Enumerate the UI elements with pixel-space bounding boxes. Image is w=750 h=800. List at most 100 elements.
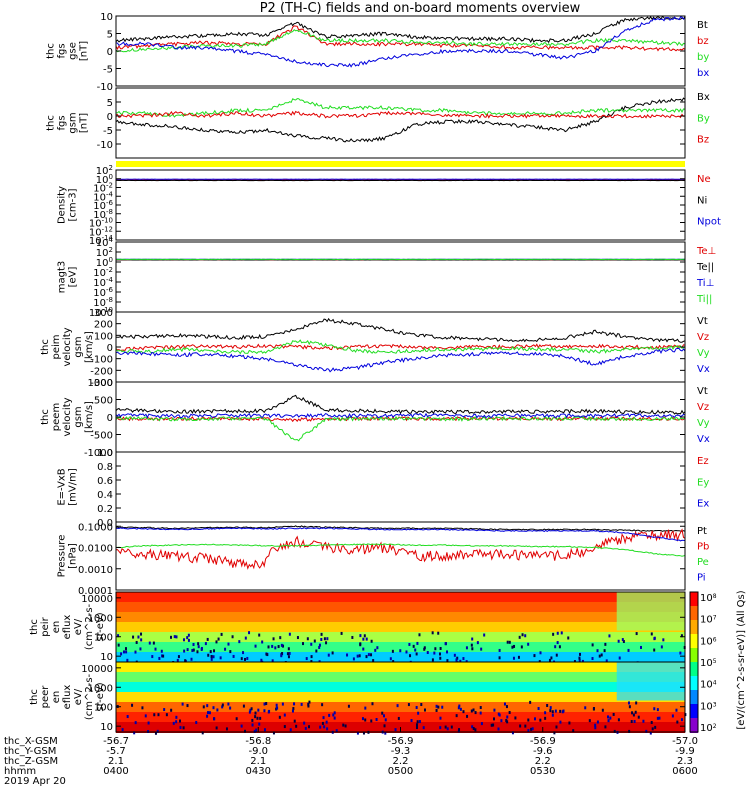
spectrogram-pixel — [288, 632, 291, 636]
x-tick-label: 0530 — [530, 766, 555, 777]
spectrogram-pixel — [191, 648, 194, 652]
y-tick-label: 100 — [94, 331, 113, 342]
spectrogram-pixel — [554, 709, 557, 713]
spectrogram-band — [116, 652, 685, 663]
spectrogram-pixel — [410, 719, 413, 723]
spectrogram-pixel — [271, 659, 274, 663]
spectrogram-pixel — [498, 648, 501, 652]
spectrogram-pixel — [333, 716, 336, 720]
legend-entry: Vt — [697, 316, 708, 327]
series-line-Pt — [115, 525, 686, 532]
spectrogram-pixel — [572, 729, 575, 733]
y-axis-label: thcpeerenefluxeV/(cm^2-s-sr-eV) — [29, 673, 106, 720]
spectrogram-pixel — [365, 655, 368, 659]
spectrogram-pixel — [371, 702, 374, 706]
spectrogram-pixel — [627, 701, 630, 705]
spectrogram-pixel — [356, 731, 359, 735]
spectrogram-pixel — [140, 638, 143, 642]
y-tick-label: 10-4 — [93, 190, 113, 203]
spectrogram-pixel — [296, 636, 299, 640]
legend-entry: bx — [697, 68, 709, 79]
spectrogram-pixel — [327, 653, 330, 657]
spectrogram-pixel — [600, 653, 603, 657]
spectrogram-pixel — [632, 713, 635, 717]
x-tick-label: 0600 — [672, 766, 697, 777]
spectrogram-pixel — [362, 647, 365, 651]
spectrogram-pixel — [462, 710, 465, 714]
spectrogram-pixel — [255, 728, 258, 732]
spectrogram-pixel — [197, 642, 200, 646]
spectrogram-pixel — [157, 713, 160, 717]
spectrogram-pixel — [604, 642, 607, 646]
spectrogram-pixel — [325, 720, 328, 724]
spectrogram-pixel — [439, 726, 442, 730]
x-tick-label: -56.7 — [103, 736, 129, 747]
spectrogram-pixel — [435, 704, 438, 708]
y-tick-label: -500 — [90, 431, 113, 442]
x-tick-label: 2.1 — [250, 756, 266, 767]
spectrogram-pixel — [381, 711, 384, 715]
spectrogram-pixel — [505, 705, 508, 709]
spectrogram-pixel — [186, 636, 189, 640]
spectrogram-pixel — [453, 653, 456, 657]
spectrogram-pixel — [370, 653, 373, 657]
series-line-Bt — [115, 15, 686, 44]
y-tick-label: 10 — [100, 652, 113, 663]
y-tick-label: 0.0 — [97, 518, 113, 529]
panel-frame — [115, 381, 686, 453]
y-tick-label: 0.0001 — [78, 586, 113, 597]
spectrogram-pixel — [318, 643, 321, 647]
spectrogram-pixel — [415, 705, 418, 709]
spectrogram-pixel — [370, 719, 373, 723]
spectrogram-pixel — [612, 712, 615, 716]
spectrogram-pixel — [457, 706, 460, 710]
y-tick-label: 0 — [107, 47, 113, 58]
spectrogram-pixel — [607, 719, 610, 723]
legend-entry: Bt — [697, 20, 708, 31]
spectrogram-pixel — [200, 647, 203, 651]
spectrogram-pixel — [601, 708, 604, 712]
series-line-bz — [115, 25, 686, 52]
spectrogram-band — [116, 592, 685, 603]
spectrogram-pixel — [650, 632, 653, 636]
spectrogram-pixel — [176, 658, 179, 662]
spectrogram-pixel — [271, 644, 274, 648]
spectrogram-pixel — [493, 717, 496, 721]
spectrogram-pixel — [272, 731, 275, 735]
spectrogram-pixel — [293, 719, 296, 723]
legend-entry: Vz — [697, 332, 709, 343]
spectrogram-pixel — [332, 713, 335, 717]
spectrogram-pixel — [458, 728, 461, 732]
spectrogram-pixel — [415, 726, 418, 730]
spectrogram-pixel — [177, 655, 180, 659]
spectrogram-pixel — [423, 708, 426, 712]
legend-entry: Te|| — [696, 262, 714, 273]
spectrogram-pixel — [420, 703, 423, 707]
spectrogram-pixel — [196, 650, 199, 654]
spectrogram-pixel — [206, 637, 209, 641]
y-tick-label: 10-8 — [93, 208, 113, 221]
spectrogram-pixel — [479, 706, 482, 710]
spectrogram-pixel — [416, 720, 419, 724]
spectrogram-pixel — [258, 633, 261, 637]
spectrogram-band — [116, 702, 685, 713]
spectrogram-pixel — [183, 649, 186, 653]
spectrogram-pixel — [161, 654, 164, 658]
series-line-Vx — [115, 347, 686, 373]
y-tick-label: 10-4 — [93, 276, 113, 289]
x-tick-label: 2.3 — [677, 756, 693, 767]
spectrogram-pixel — [283, 713, 286, 717]
y-tick-label: 10 — [100, 12, 113, 23]
spectrogram-pixel — [605, 659, 608, 663]
spectrogram-pixel — [249, 708, 252, 712]
legend-entry: Ni — [697, 195, 707, 206]
spectrogram-pixel — [254, 644, 257, 648]
spectrogram-pixel — [552, 632, 555, 636]
spectrogram-pixel — [289, 728, 292, 732]
spectrogram-pixel — [417, 711, 420, 715]
y-tick-label: -100 — [90, 355, 113, 366]
y-tick-label: 10-8 — [93, 296, 113, 309]
spectrogram-pixel — [335, 729, 338, 733]
spectrogram-pixel — [197, 645, 200, 649]
spectrogram-pixel — [480, 647, 483, 651]
